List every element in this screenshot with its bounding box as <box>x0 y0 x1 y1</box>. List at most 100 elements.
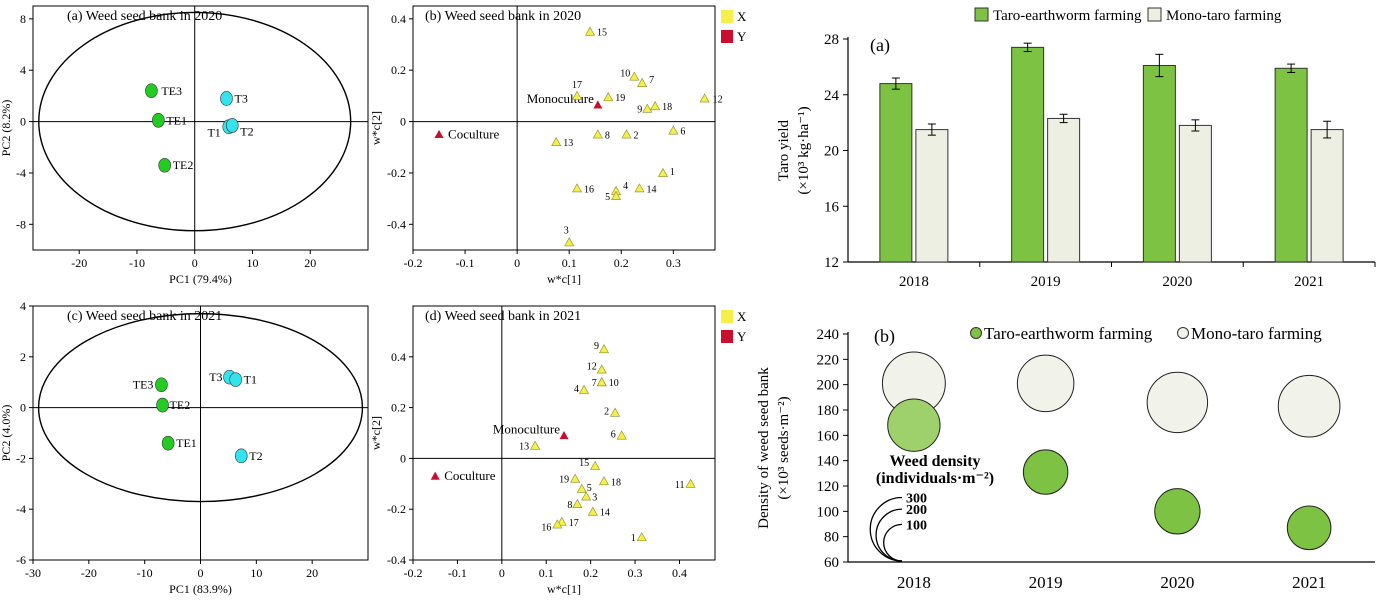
x-variable-label: 2 <box>604 407 609 418</box>
plsda-2021-ytick-label: 0 <box>400 451 406 465</box>
x-variable-marker <box>572 183 583 193</box>
x-variable-marker <box>621 129 632 139</box>
size-legend-title: Weed density <box>889 453 980 470</box>
plsda-2021-ytick-label: 0.2 <box>391 401 406 415</box>
pca-2021-confidence-ellipse <box>37 312 364 503</box>
yield-ytick-label: 12 <box>824 255 839 271</box>
pca-2021-ytick-label: -6 <box>16 553 26 567</box>
pca-2020-confidence-ellipse <box>38 11 352 232</box>
pca-2020-xtick-label: -10 <box>129 256 145 270</box>
x-variable-marker <box>581 491 592 501</box>
plsda-2020-xtick-label: -0.2 <box>404 256 423 270</box>
sample-point-te3 <box>145 83 158 99</box>
plsda-2020-panel: -0.2 -0.1 0 0.1 0.2 0.3 0.4 0.2 0 -0.2 -0.4 (b) Wee… <box>369 5 747 286</box>
legend-label: Mono-taro farming <box>1191 324 1322 343</box>
x-variable-marker <box>657 167 668 177</box>
x-variable-label: 9 <box>637 105 642 116</box>
bubble-xtick-label: 2018 <box>897 573 931 592</box>
plsda-2021-title: (d) Weed seed bank in 2021 <box>425 309 581 324</box>
plsda-2020-xtick-label: 0 <box>514 256 520 270</box>
x-variable-label: 12 <box>713 94 723 105</box>
x-variable-label: 11 <box>675 480 685 491</box>
bubble-mono-taro <box>1146 371 1209 434</box>
sample-point-te2 <box>156 397 169 413</box>
bubble-ytick-label: 80 <box>824 530 839 546</box>
bubble-ylabel: Density of weed seed bank <box>756 367 772 529</box>
pca-2020-xtick-label: 20 <box>304 256 316 270</box>
x-variable-label: 3 <box>592 493 597 504</box>
yield-bar-taro-earthworm <box>879 83 913 263</box>
plsda-2021-ylabel: w*c[2] <box>369 416 383 450</box>
bubble-ytick-label: 200 <box>817 378 840 394</box>
bubble-taro-earthworm <box>887 398 941 452</box>
yield-bar-mono-taro <box>915 129 949 263</box>
plsda-2020-xtick-label: -0.1 <box>456 256 475 270</box>
plsda-2020-xtick-label: 0.3 <box>666 256 681 270</box>
x-variable-label: 17 <box>569 518 579 529</box>
x-variable-label: 1 <box>670 167 675 178</box>
plsda-2021-xtick-label: -0.1 <box>448 566 467 580</box>
x-variable-marker <box>552 519 563 529</box>
size-legend-arc <box>883 523 903 562</box>
pca-2020-ytick-label: 0 <box>20 115 26 129</box>
bubble-mono-taro <box>1016 354 1075 413</box>
x-variable-marker <box>598 344 609 354</box>
plsda-2020-title: (b) Weed seed bank in 2020 <box>425 9 581 24</box>
x-variable-marker <box>629 71 640 81</box>
size-legend-label: 100 <box>906 518 927 533</box>
x-variable-label: 19 <box>559 475 569 486</box>
x-variable-marker <box>590 460 601 470</box>
size-legend-arc <box>875 508 903 562</box>
x-variable-marker <box>551 137 562 147</box>
x-variable-label: 6 <box>680 127 685 138</box>
pca-2021-xtick-label: 20 <box>306 566 318 580</box>
plsda-2020-ytick-label: 0.2 <box>391 63 406 77</box>
pca-2021-ytick-label: -4 <box>16 502 26 516</box>
pca-2021-xtick-label: 10 <box>250 566 262 580</box>
pca-2020-frame <box>32 5 369 251</box>
x-variable-label: 6 <box>611 430 616 441</box>
plsda-2021-xtick-label: 0.1 <box>539 566 554 580</box>
x-variable-marker <box>578 384 589 394</box>
pca-2020-xtick-label: 10 <box>246 256 258 270</box>
x-variable-marker <box>699 93 710 103</box>
legend-label: X <box>737 309 747 324</box>
x-variable-marker <box>572 90 583 100</box>
x-variable-marker <box>585 26 596 36</box>
x-variable-marker <box>611 190 622 200</box>
plsda-2021-xtick-label: 0.3 <box>628 566 643 580</box>
yield-bar-mono-taro <box>1047 117 1081 263</box>
x-variable-marker <box>564 237 575 247</box>
x-variable-label: 18 <box>662 102 672 113</box>
x-variable-label: 4 <box>623 181 628 192</box>
sample-label: TE2 <box>170 398 191 412</box>
bubble-panel: 240 220 200 180 160 140 120 100 80 60 2018 2019 2020… <box>756 324 1375 592</box>
x-variable-label: 15 <box>597 28 607 39</box>
x-variable-label: 18 <box>611 477 621 488</box>
legend-swatch-taro-earthworm <box>974 7 989 22</box>
pca-2020-ytick-label: 8 <box>20 12 26 26</box>
y-variable-label: Monoculture <box>493 422 560 437</box>
x-variable-marker <box>598 476 609 486</box>
legend-swatch-x <box>721 10 733 23</box>
y-variable-marker <box>434 129 444 139</box>
plsda-2020-frame <box>412 5 716 251</box>
x-variable-marker <box>572 499 583 509</box>
x-variable-label: 10 <box>609 378 619 389</box>
pca-2021-ytick-label: -2 <box>16 451 26 465</box>
plsda-2020-xtick-label: 0.2 <box>614 256 629 270</box>
yield-bar-mono-taro <box>1310 129 1344 263</box>
pca-2021-xtick-label: 0 <box>198 566 204 580</box>
sample-label: T1 <box>207 126 220 140</box>
bubble-mono-taro <box>1277 374 1341 438</box>
x-variable-marker <box>637 77 648 87</box>
sample-point-t2 <box>234 448 248 464</box>
bubble-ytick-label: 140 <box>817 454 840 470</box>
plsda-2021-ytick-label: -0.2 <box>387 502 406 516</box>
y-variable-marker <box>559 431 569 440</box>
pca-2020-ytick-label: -8 <box>16 217 26 231</box>
yield-ytick-label: 20 <box>824 144 839 160</box>
yield-bar-taro-earthworm <box>1011 46 1045 263</box>
